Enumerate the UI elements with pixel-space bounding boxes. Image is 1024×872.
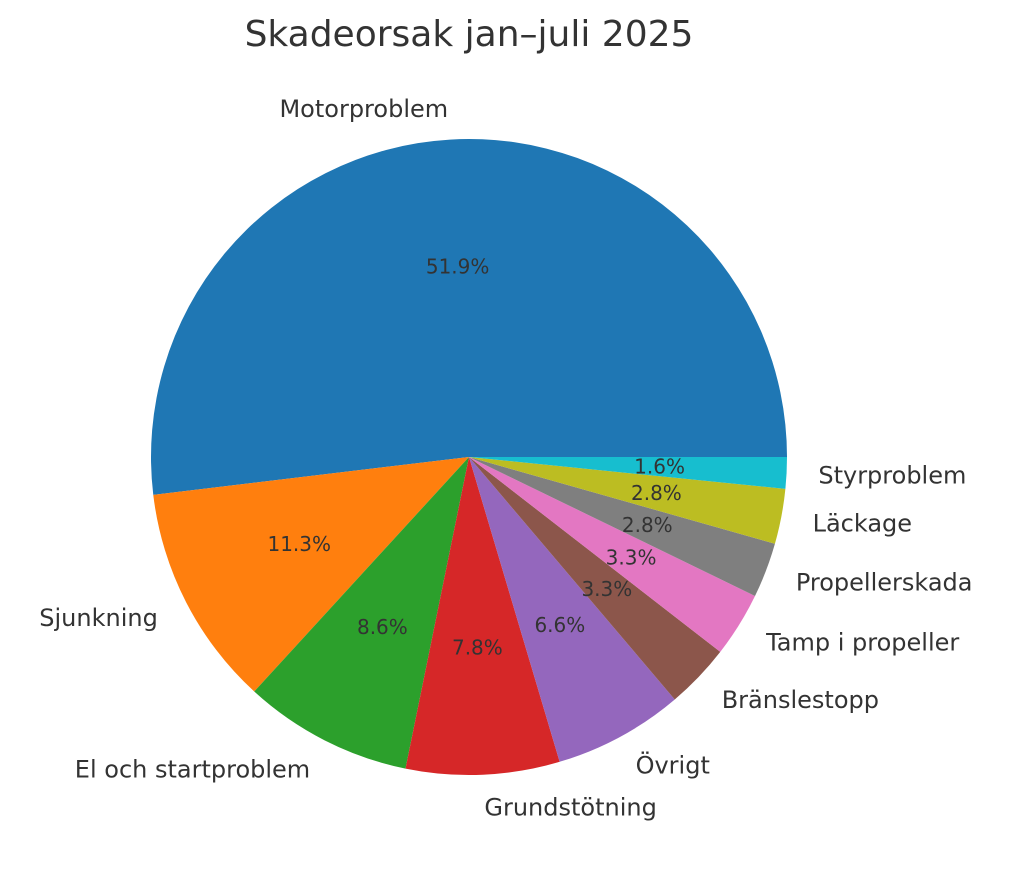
pct-label-propellerskada: 2.8% [622,513,673,537]
category-label-grundstotning: Grundstötning [484,793,656,821]
pie-slice-branslestopp [469,457,721,700]
pct-label-ovrigt: 6.6% [534,613,585,637]
category-label-ovrigt: Övrigt [636,751,710,780]
pct-label-lackage: 2.8% [631,481,682,505]
category-label-el-och-startproblem: El och startproblem [75,756,310,784]
pct-label-styrproblem: 1.6% [634,455,685,479]
pie-slice-grundstotning [405,457,560,775]
pct-label-el-och-startproblem: 8.6% [357,615,408,639]
category-label-branslestopp: Bränslestopp [722,686,879,714]
pct-label-tamp-i-propeller: 3.3% [606,546,657,570]
pie-slice-lackage [469,457,786,544]
pct-label-motorproblem: 51.9% [426,255,490,279]
category-label-lackage: Läckage [813,510,912,538]
pct-label-branslestopp: 3.3% [581,577,632,601]
category-label-tamp-i-propeller: Tamp i propeller [765,629,959,657]
pie-slices [150,139,787,775]
pie-slice-el-och-startproblem [254,457,469,769]
pie-slice-ovrigt [469,457,675,762]
category-label-styrproblem: Styrproblem [818,462,966,490]
category-label-motorproblem: Motorproblem [279,95,448,123]
pie-slice-sjunkning [153,457,469,692]
percentage-labels: 51.9%11.3%8.6%7.8%6.6%3.3%3.3%2.8%2.8%1.… [267,255,684,660]
pct-label-grundstotning: 7.8% [452,636,503,660]
category-label-sjunkning: Sjunkning [39,604,158,632]
pie-slice-propellerskada [469,457,775,597]
pie-slice-styrproblem [469,457,787,489]
pie-slice-tamp-i-propeller [469,457,756,652]
chart-title: Skadeorsak jan–juli 2025 [245,14,694,55]
category-label-propellerskada: Propellerskada [796,569,973,597]
pie-slice-motorproblem [150,139,787,495]
category-labels: Motorproblem Sjunkning El och startproblem… [39,95,972,822]
pct-label-sjunkning: 11.3% [267,532,331,556]
